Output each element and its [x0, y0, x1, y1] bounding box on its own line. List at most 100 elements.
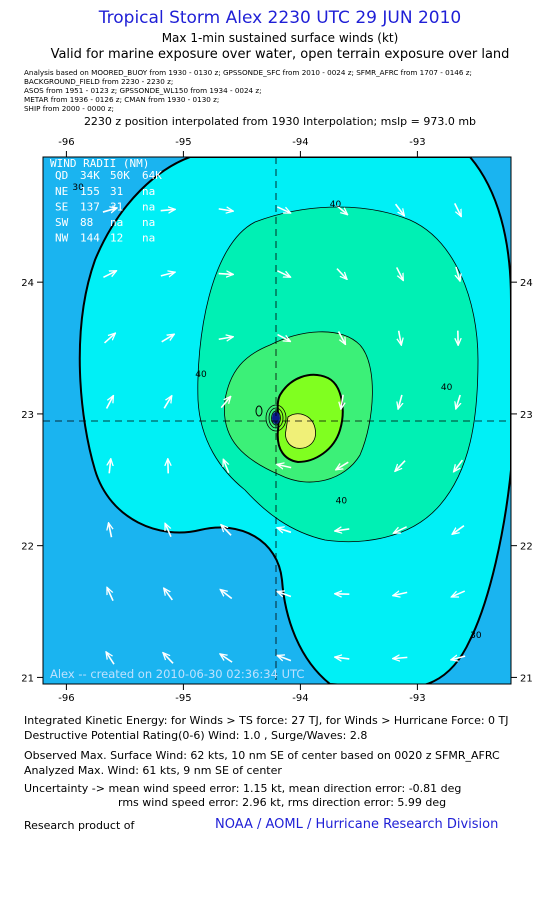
observed-max-line: Observed Max. Surface Wind: 62 kts, 10 n… [24, 749, 500, 762]
wind-vector [164, 523, 172, 538]
wind-vector [218, 337, 234, 339]
wind-vector [277, 333, 291, 342]
wind-vector [103, 269, 116, 279]
wind-radii-cell: 12 [110, 232, 123, 245]
wind-vector [399, 330, 402, 345]
wind-vector [220, 396, 230, 409]
wind-vector [454, 459, 464, 472]
wind-vector [163, 396, 172, 409]
analysis-meta-line: SHIP from 2000 - 0000 z; [24, 104, 114, 113]
wind-vector [395, 267, 405, 280]
wind-vector [336, 461, 349, 470]
contour-label: 30 [72, 183, 84, 193]
wind-vector [451, 656, 466, 660]
wind-vector [394, 203, 405, 216]
contour-label: 40 [336, 497, 348, 507]
valid-for-line: Valid for marine exposure over water, op… [50, 47, 510, 62]
wind-radii-cell: na [142, 216, 155, 229]
chart-title: Tropical Storm Alex 2230 UTC 29 JUN 2010 [98, 8, 462, 28]
wind-radii-cell: na [142, 201, 155, 214]
wind-radii-cell: 137 [80, 201, 100, 214]
analysis-meta-line: ASOS from 1951 - 0123 z; GPSSONDE_WL150 … [24, 86, 262, 95]
contour-label: 40 [330, 200, 342, 210]
wind-radii-header: QD [55, 169, 68, 182]
wind-vectors [102, 203, 466, 665]
y-tick-label-left: 21 [21, 673, 34, 684]
watermark: Alex -- created on 2010-06-30 02:36:34 U… [50, 667, 304, 681]
wind-vector [335, 657, 350, 659]
wind-radii-cell: SW [55, 216, 69, 229]
dpr-line: Destructive Potential Rating(0-6) Wind: … [24, 729, 368, 742]
wind-vector [220, 589, 233, 600]
wind-vector [277, 270, 290, 278]
wind-radii-cell: 144 [80, 232, 100, 245]
wind-vector [106, 652, 115, 665]
x-tick-label-bottom: -96 [58, 693, 74, 704]
wind-radii-cell: NW [55, 232, 69, 245]
wind-vector [105, 396, 114, 409]
uncertainty-line-1: Uncertainty -> mean wind speed error: 1.… [24, 782, 462, 795]
wind-radii-title: WIND RADII (NM) [50, 157, 149, 170]
wind-vector [109, 523, 112, 538]
wind-vector [341, 394, 343, 410]
y-tick-label-left: 23 [21, 410, 34, 421]
wind-vector [221, 525, 232, 536]
x-tick-label-top: -94 [292, 137, 308, 148]
wind-radii-cell: na [142, 232, 155, 245]
wind-vector [160, 209, 176, 210]
contour-label: 40 [195, 370, 207, 380]
wind-vector [393, 526, 407, 534]
x-tick-label-top: -93 [409, 137, 425, 148]
wind-vector [456, 394, 460, 409]
wind-radii-cell: na [142, 185, 155, 198]
research-label: Research product of [24, 819, 135, 832]
wind-vector [336, 268, 347, 280]
x-tick-label-bottom: -95 [175, 693, 191, 704]
wind-vector [335, 204, 347, 214]
hrd-link[interactable]: NOAA / AOML / Hurricane Research Divisio… [215, 817, 499, 832]
y-tick-label-right: 24 [520, 278, 533, 289]
wind-vector [277, 464, 292, 467]
analysis-meta-line: BACKGROUND_FIELD from 2230 - 2230 z; [24, 77, 174, 86]
core-max-wind [285, 413, 316, 449]
wind-vector [395, 460, 406, 472]
axis-tick-labels: -96 -96 -95 -95 -94 -94 -93 -93 24 24 23 23 22 22 21 21 [21, 137, 532, 704]
wind-vector [277, 655, 292, 660]
wind-vector [456, 266, 460, 281]
wind-vector [220, 654, 233, 663]
wind-radii-table: WIND RADII (NM) QD 34K 50K 64K NE 155 31 na SE 1… [50, 157, 162, 245]
wind-vector [454, 203, 462, 216]
wind-radii-cell: 31 [110, 185, 123, 198]
wind-vector [163, 653, 174, 664]
y-tick-label-right: 21 [520, 673, 533, 684]
wind-field-chart: 40 40 40 40 30 30 WIND RADII (NM) QD 34K 50K 64K… [21, 137, 532, 704]
contour-labels: 40 40 40 40 30 30 [72, 183, 482, 641]
wind-radii-header: 64K [142, 169, 162, 182]
wind-vector [393, 592, 408, 595]
secondary-low [255, 405, 263, 417]
y-tick-label-right: 22 [520, 542, 533, 553]
interpolation-line: 2230 z position interpolated from 1930 I… [83, 115, 477, 128]
contour-label: 30 [470, 631, 482, 641]
ike-line: Integrated Kinetic Energy: for Winds > T… [24, 714, 509, 727]
wind-vector [451, 590, 466, 598]
x-tick-label-top: -95 [175, 137, 191, 148]
wind-vector [218, 209, 234, 211]
wind-vector [106, 587, 114, 602]
x-tick-label-bottom: -94 [292, 693, 308, 704]
wind-vector [160, 272, 175, 276]
chart-subtitle: Max 1-min sustained surface winds (kt) [161, 31, 399, 45]
wind-vector [102, 208, 117, 212]
wind-vector [276, 206, 290, 214]
analysis-meta-line: Analysis based on MOORED_BUOY from 1930 … [24, 68, 472, 77]
wind-vector [393, 657, 408, 658]
wind-radii-cell: 31 [110, 201, 123, 214]
y-tick-label-left: 22 [21, 542, 34, 553]
wind-radii-header: 50K [110, 169, 130, 182]
wind-radii-cell: 155 [80, 185, 100, 198]
wind-vector [109, 459, 111, 474]
plot-frame [42, 156, 512, 685]
wind-vector [335, 529, 350, 531]
wind-vector [277, 592, 292, 597]
analyzed-max-line: Analyzed Max. Wind: 61 kts, 9 nm SE of c… [24, 764, 282, 777]
